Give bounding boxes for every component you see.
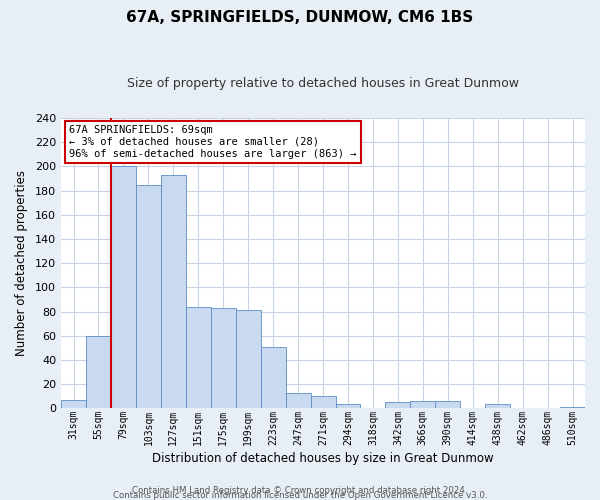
Bar (260, 346, 286, 408)
Bar (111, 166, 136, 408)
Bar (286, 392, 311, 408)
Text: Contains public sector information licensed under the Open Government Licence v3: Contains public sector information licen… (113, 491, 487, 500)
Bar (385, 402, 410, 408)
Bar (410, 401, 436, 408)
Bar (311, 396, 335, 408)
Bar (61, 400, 86, 408)
Text: 67A SPRINGFIELDS: 69sqm
← 3% of detached houses are smaller (28)
96% of semi-det: 67A SPRINGFIELDS: 69sqm ← 3% of detached… (69, 126, 356, 158)
Y-axis label: Number of detached properties: Number of detached properties (15, 170, 28, 356)
X-axis label: Distribution of detached houses by size in Great Dunmow: Distribution of detached houses by size … (152, 452, 494, 465)
Bar (335, 404, 361, 408)
Bar (485, 404, 510, 408)
Bar (161, 175, 186, 408)
Bar (86, 336, 111, 408)
Title: Size of property relative to detached houses in Great Dunmow: Size of property relative to detached ho… (127, 78, 519, 90)
Text: Contains HM Land Registry data © Crown copyright and database right 2024.: Contains HM Land Registry data © Crown c… (132, 486, 468, 495)
Bar (236, 310, 260, 408)
Bar (211, 308, 236, 408)
Bar (186, 307, 211, 408)
Bar (560, 407, 585, 408)
Bar (136, 184, 161, 408)
Bar (436, 401, 460, 408)
Text: 67A, SPRINGFIELDS, DUNMOW, CM6 1BS: 67A, SPRINGFIELDS, DUNMOW, CM6 1BS (127, 10, 473, 25)
